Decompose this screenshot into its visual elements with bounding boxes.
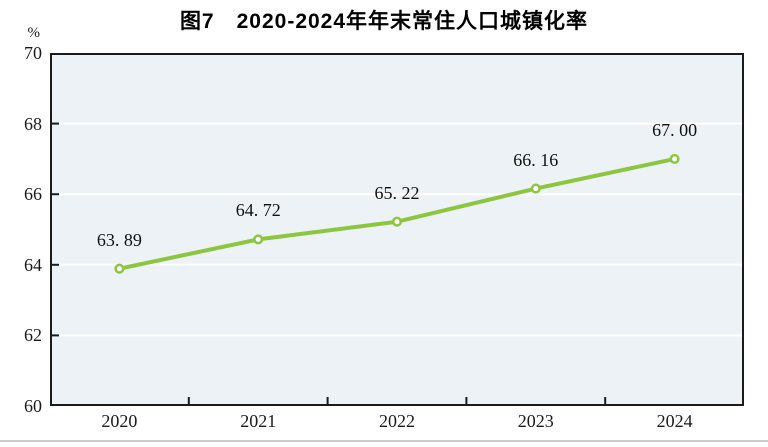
y-axis-label: 60 [24, 396, 42, 416]
data-point-label: 65. 22 [374, 182, 420, 203]
x-axis-label: 2023 [517, 411, 554, 431]
y-axis-unit-label: % [27, 25, 41, 41]
x-axis-label: 2024 [656, 411, 693, 431]
chart-title: 图7 2020-2024年年末常住人口城镇化率 [179, 10, 589, 33]
x-axis-label: 2021 [240, 411, 277, 431]
page-divider [0, 440, 768, 442]
y-axis-label: 66 [24, 184, 42, 205]
y-axis-label: 62 [24, 325, 42, 346]
y-axis-label: 64 [24, 254, 42, 275]
data-point-label: 66. 16 [513, 149, 559, 170]
y-axis-label: 68 [24, 113, 42, 134]
y-axis-label: 70 [24, 43, 42, 63]
data-point-label: 64. 72 [235, 200, 281, 221]
x-axis-label: 2020 [101, 411, 138, 431]
x-axis-label: 2022 [379, 411, 415, 431]
data-point-label: 63. 89 [96, 229, 142, 250]
data-point-label: 67. 00 [652, 119, 698, 140]
